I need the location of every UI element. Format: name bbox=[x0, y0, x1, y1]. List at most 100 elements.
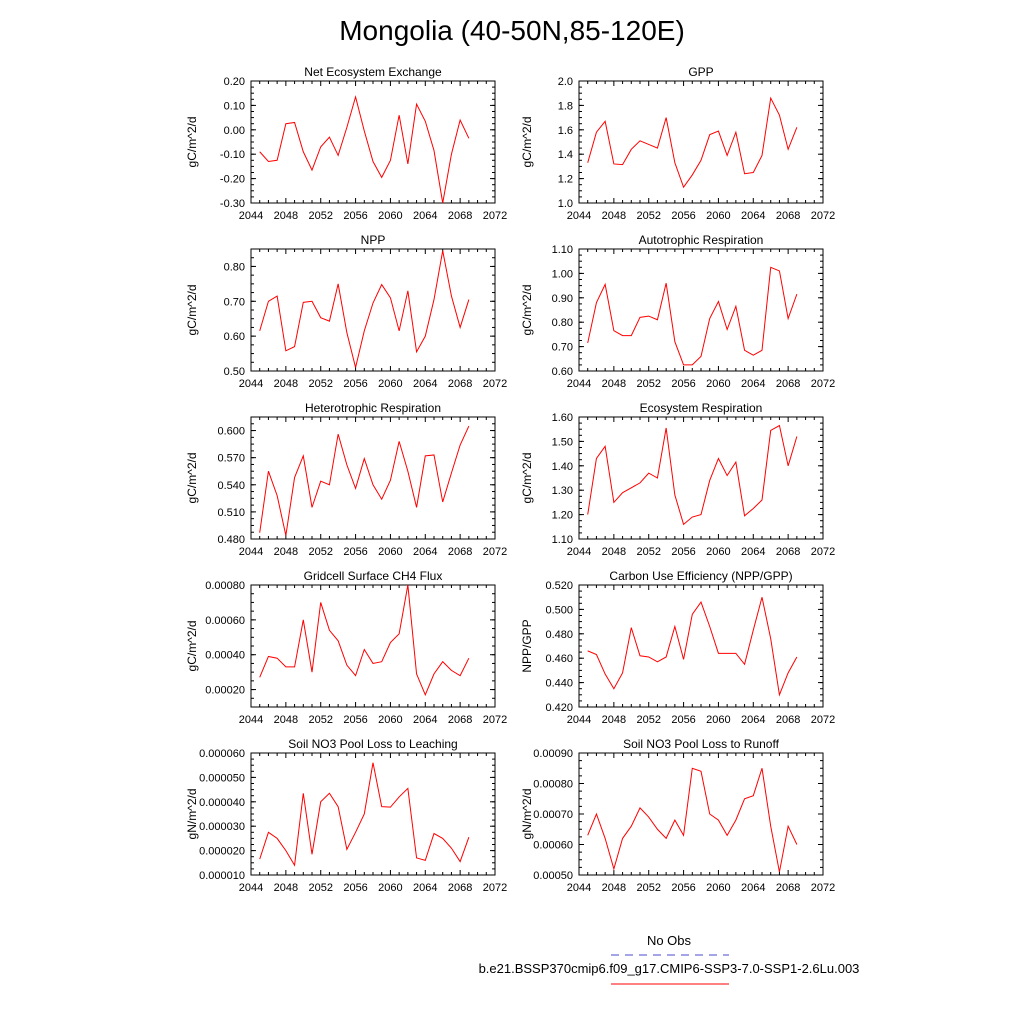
y-tick-label: 0.000040 bbox=[199, 797, 245, 809]
x-ticks: 2044 2048 2052 2056 2060 2064 2068 2072 bbox=[567, 81, 835, 222]
x-ticks: 2044 2048 2052 2056 2060 2064 2068 2072 bbox=[239, 249, 507, 390]
x-tick-label: 2072 bbox=[811, 210, 835, 222]
y-tick-label: 0.60 bbox=[224, 331, 245, 343]
x-ticks: 2044 2048 2052 2056 2060 2064 2068 2072 bbox=[567, 585, 835, 726]
main-title: Mongolia (40-50N,85-120E) bbox=[339, 15, 685, 46]
x-tick-label: 2064 bbox=[741, 378, 765, 390]
x-ticks: 2044 2048 2052 2056 2060 2064 2068 2072 bbox=[239, 81, 507, 222]
panel-title: Net Ecosystem Exchange bbox=[304, 65, 442, 79]
y-tick-label: 0.00060 bbox=[205, 615, 245, 627]
y-tick-label: 0.000060 bbox=[199, 748, 245, 760]
x-tick-label: 2044 bbox=[567, 882, 591, 894]
x-tick-label: 2072 bbox=[483, 210, 507, 222]
plot-frame bbox=[250, 584, 496, 708]
legend-obs-label: No Obs bbox=[647, 933, 692, 948]
panel-9: Soil NO3 Pool Loss to Leaching gN/m^2/d 20… bbox=[185, 737, 507, 894]
y-tick-label: 0.440 bbox=[545, 678, 573, 690]
x-tick-label: 2056 bbox=[343, 882, 367, 894]
x-tick-label: 2056 bbox=[343, 546, 367, 558]
y-tick-label: 0.90 bbox=[552, 293, 573, 305]
x-tick-label: 2052 bbox=[636, 378, 660, 390]
x-tick-label: 2044 bbox=[239, 546, 263, 558]
x-tick-label: 2048 bbox=[602, 714, 626, 726]
plot-frame bbox=[578, 416, 824, 540]
x-tick-label: 2048 bbox=[602, 882, 626, 894]
x-tick-label: 2068 bbox=[776, 210, 800, 222]
y-ticks: 0.480 0.510 0.540 0.570 0.600 bbox=[217, 416, 495, 546]
x-tick-label: 2060 bbox=[706, 714, 730, 726]
series-line bbox=[587, 96, 798, 189]
x-tick-label: 2064 bbox=[741, 546, 765, 558]
y-tick-label: 0.00070 bbox=[533, 809, 573, 821]
y-ticks: 0.60 0.70 0.80 0.90 1.00 1.10 bbox=[552, 244, 823, 378]
x-tick-label: 2052 bbox=[636, 546, 660, 558]
x-tick-label: 2060 bbox=[378, 210, 402, 222]
x-tick-label: 2044 bbox=[567, 378, 591, 390]
panel-title: GPP bbox=[688, 65, 713, 79]
y-ticks: 1.0 1.2 1.4 1.6 1.8 2.0 bbox=[558, 76, 823, 210]
x-tick-label: 2056 bbox=[671, 378, 695, 390]
y-ticks: 0.00020 0.00040 0.00060 0.00080 bbox=[205, 580, 495, 708]
x-tick-label: 2072 bbox=[483, 378, 507, 390]
x-tick-label: 2052 bbox=[636, 882, 660, 894]
y-tick-label: 0.70 bbox=[224, 296, 245, 308]
x-tick-label: 2056 bbox=[671, 714, 695, 726]
x-tick-label: 2056 bbox=[671, 882, 695, 894]
y-tick-label: 1.8 bbox=[558, 100, 573, 112]
x-tick-label: 2064 bbox=[741, 714, 765, 726]
y-tick-label: 0.510 bbox=[217, 507, 245, 519]
x-tick-label: 2052 bbox=[308, 378, 332, 390]
y-tick-label: -0.30 bbox=[220, 198, 245, 210]
x-tick-label: 2056 bbox=[343, 210, 367, 222]
plot-frame bbox=[250, 80, 496, 204]
x-tick-label: 2060 bbox=[378, 714, 402, 726]
y-tick-label: -0.10 bbox=[220, 149, 245, 161]
y-ticks: -0.30 -0.20 -0.10 0.00 0.10 0.20 bbox=[220, 76, 495, 210]
x-tick-label: 2072 bbox=[483, 546, 507, 558]
x-tick-label: 2068 bbox=[776, 882, 800, 894]
y-ticks: 0.50 0.60 0.70 0.80 bbox=[224, 248, 495, 378]
y-tick-label: 1.10 bbox=[552, 534, 573, 546]
x-tick-label: 2060 bbox=[378, 882, 402, 894]
x-tick-label: 2072 bbox=[811, 882, 835, 894]
x-ticks: 2044 2048 2052 2056 2060 2064 2068 2072 bbox=[567, 753, 835, 894]
y-tick-label: 0.00040 bbox=[205, 650, 245, 662]
x-tick-label: 2064 bbox=[413, 714, 437, 726]
y-axis-label: gC/m^2/d bbox=[185, 453, 199, 504]
panel-title: NPP bbox=[361, 233, 386, 247]
y-tick-label: 0.570 bbox=[217, 453, 245, 465]
x-tick-label: 2060 bbox=[378, 378, 402, 390]
y-tick-label: -0.20 bbox=[220, 174, 245, 186]
y-ticks: 0.420 0.440 0.460 0.480 0.500 0.520 bbox=[545, 580, 823, 714]
y-ticks: 0.00050 0.00060 0.00070 0.00080 0.00090 bbox=[533, 748, 823, 882]
y-tick-label: 0.000020 bbox=[199, 846, 245, 858]
x-tick-label: 2072 bbox=[811, 546, 835, 558]
panel-6: Ecosystem Respiration gC/m^2/d 2044 2048 205… bbox=[520, 401, 835, 558]
x-tick-label: 2064 bbox=[741, 882, 765, 894]
x-tick-label: 2052 bbox=[308, 714, 332, 726]
x-tick-label: 2072 bbox=[811, 714, 835, 726]
y-ticks: 1.10 1.20 1.30 1.40 1.50 1.60 bbox=[552, 412, 823, 546]
x-tick-label: 2048 bbox=[602, 378, 626, 390]
y-tick-label: 0.000050 bbox=[199, 772, 245, 784]
x-tick-label: 2044 bbox=[239, 210, 263, 222]
y-axis-label: gN/m^2/d bbox=[520, 789, 534, 840]
x-tick-label: 2068 bbox=[448, 546, 472, 558]
series-line bbox=[587, 767, 798, 873]
panel-title: Carbon Use Efficiency (NPP/GPP) bbox=[609, 569, 792, 583]
series-line bbox=[259, 762, 470, 867]
panel-title: Autotrophic Respiration bbox=[639, 233, 764, 247]
legend-model-label: b.e21.BSSP370cmip6.f09_g17.CMIP6-SSP3-7.… bbox=[479, 961, 860, 976]
y-tick-label: 0.00020 bbox=[205, 685, 245, 697]
x-tick-label: 2056 bbox=[671, 546, 695, 558]
y-axis-label: gC/m^2/d bbox=[520, 453, 534, 504]
x-tick-label: 2064 bbox=[741, 210, 765, 222]
y-tick-label: 0.20 bbox=[224, 76, 245, 88]
x-tick-label: 2072 bbox=[483, 882, 507, 894]
y-tick-label: 1.10 bbox=[552, 244, 573, 256]
y-tick-label: 0.60 bbox=[552, 366, 573, 378]
x-tick-label: 2068 bbox=[776, 378, 800, 390]
